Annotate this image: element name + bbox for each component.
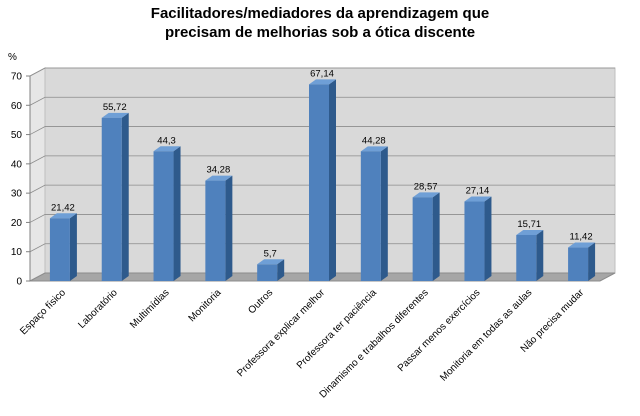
bar: 34,28 (205, 165, 233, 281)
gridline (29, 96, 615, 106)
chart-title-line-2: precisam de melhorias sob a ótica discen… (164, 24, 476, 41)
bar-front (257, 264, 278, 281)
bar-front (309, 84, 329, 281)
bar: 21,42 (49, 202, 77, 281)
bar-value-label: 34,28 (206, 165, 230, 176)
bar-value-label: 28,57 (414, 181, 438, 192)
bar-top (568, 242, 596, 248)
bar-value-label: 27,14 (466, 186, 490, 197)
y-tick-label: 70 (11, 72, 23, 83)
bar-value-label: 21,42 (51, 202, 75, 213)
gridline (29, 155, 615, 165)
bar-top (205, 175, 233, 181)
bar: 44,3 (153, 135, 181, 281)
bar-top (49, 213, 77, 219)
bar-side (69, 213, 77, 281)
y-tick-label: 10 (11, 247, 23, 258)
bar-front (360, 151, 381, 281)
category-label: Dinamismo e trabalhos diferentes (318, 287, 431, 400)
y-tick-label: 40 (11, 159, 23, 170)
bar-value-label: 11,42 (570, 232, 593, 243)
bar-front (568, 247, 589, 281)
bar-top (516, 229, 544, 235)
bar-value-label: 15,71 (517, 219, 541, 230)
side-wall (29, 67, 46, 282)
bar-side (536, 229, 544, 281)
bar-front (205, 180, 226, 281)
gridline (29, 184, 615, 194)
bar-front (464, 201, 485, 281)
bar-side (588, 242, 596, 281)
category-label: Monitoria (187, 287, 224, 324)
y-tick-label: 0 (16, 277, 22, 288)
bar: 11,42 (568, 232, 596, 281)
bar-value-label: 55,72 (103, 102, 127, 113)
bar: 15,71 (516, 219, 544, 281)
bars: 21,42 55,72 44,3 34,28 5,7 67,14 44,28 28,57 27,… (49, 68, 596, 281)
category-label: Laboratório (76, 287, 120, 331)
y-tick-label: 50 (11, 130, 23, 141)
bar-side (173, 146, 181, 281)
bar: 55,72 (101, 102, 129, 281)
category-label: Professora explicar melhor (235, 287, 327, 379)
bar-top (360, 146, 388, 152)
gridline (29, 67, 615, 77)
bar: 5,7 (257, 248, 285, 281)
bar-value-label: 67,14 (310, 68, 334, 79)
bar-side (121, 112, 129, 281)
gridline (29, 126, 615, 135)
chart-title: Facilitadores/mediadores da aprendizagem… (0, 4, 640, 42)
bar-value-label: 44,28 (362, 135, 386, 146)
bar-front (412, 197, 433, 281)
chart-title-line-1: Facilitadores/mediadores da aprendizagem… (150, 5, 490, 22)
bar-top (153, 146, 181, 152)
category-label: Outros (246, 287, 275, 316)
bar-top (101, 112, 129, 118)
y-tick-label: 20 (11, 218, 23, 229)
y-tick-label: 60 (11, 101, 23, 112)
bar-side (225, 175, 233, 281)
bar-front (101, 117, 122, 281)
y-axis: % 0 10 20 30 40 50 60 70 (8, 52, 31, 288)
bar-side (329, 79, 336, 281)
bar-top (257, 259, 285, 265)
bar-front (516, 234, 537, 281)
bar-top (412, 192, 440, 198)
bar-side (380, 146, 388, 281)
bar: 27,14 (464, 186, 492, 281)
bar-side (277, 259, 285, 281)
bar: 44,28 (360, 135, 388, 281)
bar-top (309, 79, 336, 85)
category-labels: Espaço físico Laboratório Multimídias Monit… (18, 287, 586, 401)
category-label: Espaço físico (18, 287, 68, 337)
bar-value-label: 44,3 (157, 135, 176, 146)
y-axis-unit: % (8, 52, 17, 63)
bar-front (49, 218, 70, 281)
bar-side (432, 192, 440, 281)
bar-value-label: 5,7 (264, 248, 277, 259)
bar-top (464, 196, 492, 202)
y-tick-label: 30 (11, 189, 23, 200)
bar: 67,14 (309, 68, 336, 281)
bar-front (153, 151, 174, 281)
bar-side (484, 196, 492, 281)
category-label: Monitoria em todas as aulas (438, 287, 534, 383)
bar: 28,57 (412, 181, 440, 281)
category-label: Multimídias (128, 287, 172, 331)
